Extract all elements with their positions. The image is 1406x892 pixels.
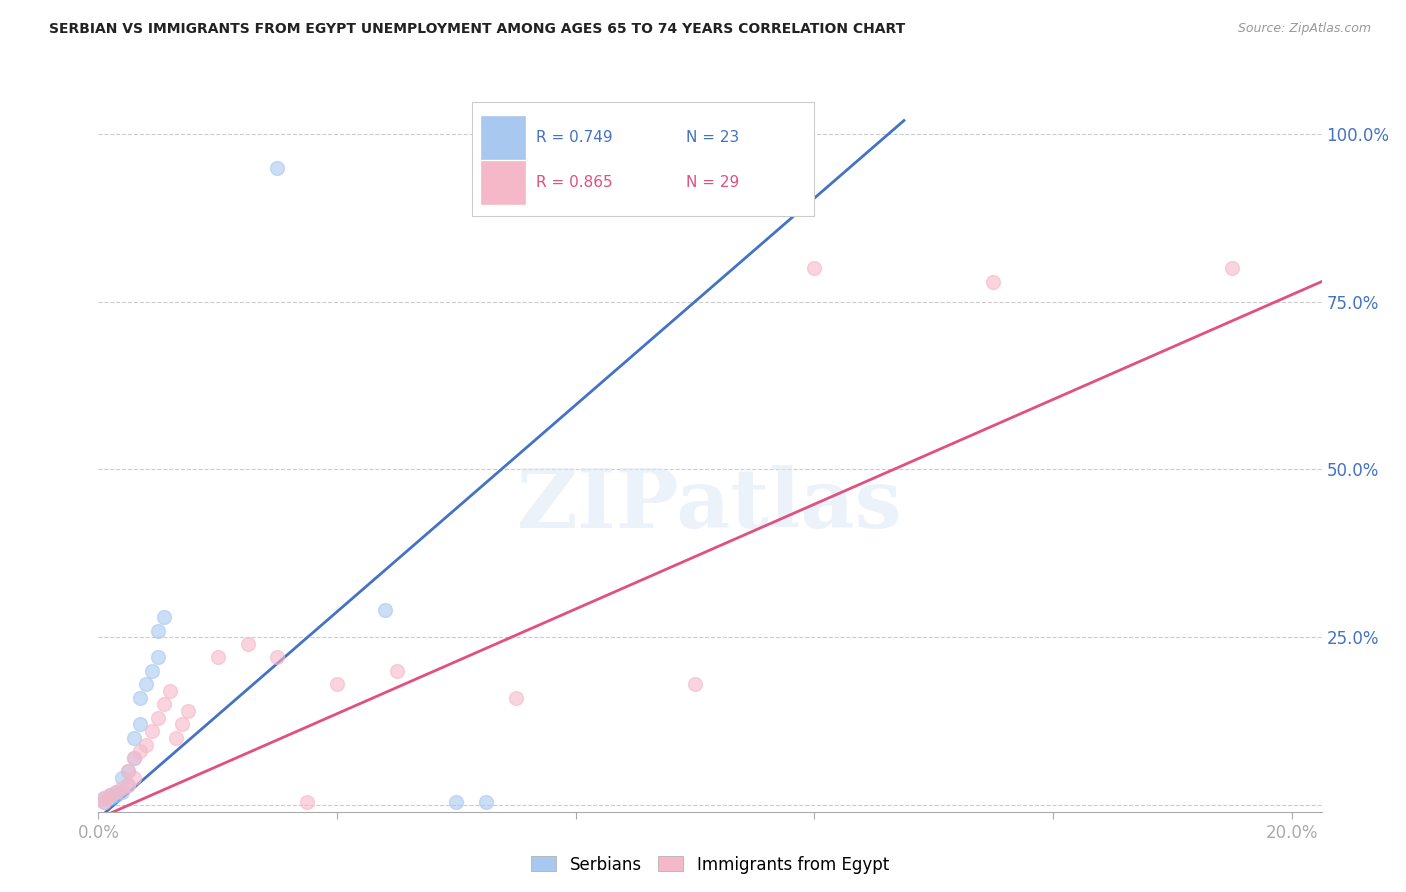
Point	[129, 717, 152, 731]
Point	[98, 788, 121, 802]
Point	[374, 603, 396, 617]
FancyBboxPatch shape	[481, 161, 526, 204]
Point	[117, 778, 139, 792]
Point	[105, 784, 128, 798]
FancyBboxPatch shape	[481, 116, 526, 159]
Text: R = 0.749: R = 0.749	[536, 130, 613, 145]
Point	[122, 751, 145, 765]
Point	[159, 684, 181, 698]
Point	[135, 738, 157, 752]
Point	[326, 677, 349, 691]
Point	[129, 744, 152, 758]
Point	[146, 711, 169, 725]
Point	[105, 788, 128, 802]
Point	[446, 795, 468, 809]
Point	[93, 791, 115, 805]
Point	[146, 624, 169, 638]
Point	[266, 161, 288, 175]
Point	[141, 724, 163, 739]
Point	[475, 795, 498, 809]
Point	[141, 664, 163, 678]
Legend: Serbians, Immigrants from Egypt: Serbians, Immigrants from Egypt	[524, 849, 896, 880]
Point	[122, 751, 145, 765]
Text: Source: ZipAtlas.com: Source: ZipAtlas.com	[1237, 22, 1371, 36]
Point	[111, 781, 134, 796]
Point	[165, 731, 187, 745]
Point	[93, 791, 115, 805]
Point	[683, 677, 706, 691]
Point	[177, 704, 200, 718]
Point	[111, 784, 134, 798]
Point	[129, 690, 152, 705]
Point	[803, 261, 825, 276]
Text: ZIPatlas: ZIPatlas	[517, 465, 903, 544]
Point	[111, 771, 134, 785]
Point	[236, 637, 259, 651]
Point	[153, 610, 176, 624]
Point	[207, 650, 229, 665]
Point	[117, 764, 139, 779]
Point	[105, 784, 128, 798]
Point	[385, 664, 408, 678]
Point	[122, 731, 145, 745]
Point	[1220, 261, 1243, 276]
Point	[297, 795, 319, 809]
Point	[98, 791, 121, 805]
Point	[146, 650, 169, 665]
Point	[266, 650, 288, 665]
Point	[135, 677, 157, 691]
Point	[98, 788, 121, 802]
Point	[117, 778, 139, 792]
Text: R = 0.865: R = 0.865	[536, 175, 613, 190]
Text: SERBIAN VS IMMIGRANTS FROM EGYPT UNEMPLOYMENT AMONG AGES 65 TO 74 YEARS CORRELAT: SERBIAN VS IMMIGRANTS FROM EGYPT UNEMPLO…	[49, 22, 905, 37]
Text: N = 29: N = 29	[686, 175, 738, 190]
Point	[983, 275, 1005, 289]
Point	[505, 690, 527, 705]
Point	[93, 795, 115, 809]
Text: N = 23: N = 23	[686, 130, 738, 145]
Point	[153, 698, 176, 712]
Point	[93, 795, 115, 809]
FancyBboxPatch shape	[471, 103, 814, 216]
Point	[122, 771, 145, 785]
Point	[117, 764, 139, 779]
Point	[170, 717, 193, 731]
